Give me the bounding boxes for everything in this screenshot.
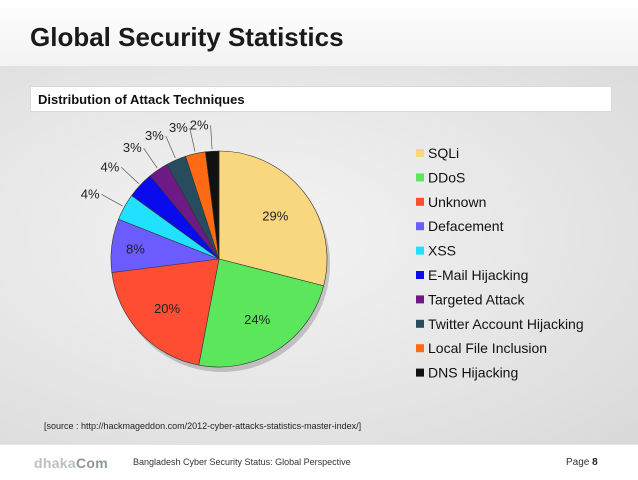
legend-swatch-unknown — [416, 197, 424, 206]
data-label-local-file-inclusion: 3% — [169, 120, 188, 135]
legend-label-defacement: Defacement — [428, 218, 504, 234]
leader-line-twitter-account-hijacking — [165, 135, 176, 159]
page-label: Page — [566, 457, 590, 468]
legend-label-unknown: Unknown — [428, 194, 486, 210]
data-label-unknown: 20% — [154, 301, 180, 316]
legend-swatch-sqli — [416, 149, 424, 157]
leader-line-targeted-attack — [143, 147, 158, 169]
subtitle-bar: Distribution of Attack Techniques — [30, 86, 612, 112]
data-label-e-mail-hijacking: 4% — [101, 159, 120, 174]
data-label-ddos: 24% — [244, 312, 270, 327]
legend-swatch-twitter-account-hijacking — [416, 319, 424, 328]
pie-slice-dns-hijacking — [205, 150, 220, 260]
page-number: 8 — [592, 457, 598, 468]
footer-text: Bangladesh Cyber Security Status: Global… — [133, 457, 351, 467]
legend-swatch-targeted-attack — [416, 295, 424, 304]
pie-chart: 29%24%20%8%4%4%3%3%3% 2%SQLiDDoSUnknownDe… — [81, 117, 584, 381]
leader-line-e-mail-hijacking — [121, 167, 140, 184]
legend-swatch-defacement — [416, 222, 424, 231]
dhakacom-logo: dhakaCom — [34, 455, 108, 471]
title-band — [0, 0, 638, 66]
legend-label-sqli: SQLi — [428, 145, 459, 161]
legend-swatch-xss — [416, 246, 424, 255]
logo-text-part1: dhaka — [34, 455, 76, 471]
pie-slice-unknown — [111, 258, 220, 366]
legend-swatch-local-file-inclusion — [416, 344, 424, 353]
footer: dhakaCom Bangladesh Cyber Security Statu… — [0, 444, 638, 480]
leader-line-xss — [101, 194, 123, 207]
legend-swatch-e-mail-hijacking — [416, 271, 424, 279]
legend-swatch-dns-hijacking — [416, 368, 424, 377]
legend-label-ddos: DDoS — [428, 169, 465, 185]
source-citation: [source : http://hackmageddon.com/2012-c… — [44, 421, 362, 431]
legend-label-targeted-attack: Targeted Attack — [428, 291, 526, 307]
legend-label-local-file-inclusion: Local File Inclusion — [428, 340, 547, 356]
leader-line-local-file-inclusion — [189, 128, 196, 152]
logo-text-part2: Com — [75, 455, 108, 471]
legend-label-e-mail-hijacking: E-Mail Hijacking — [428, 267, 528, 283]
leader-line-dns-hijacking — [210, 125, 213, 150]
data-label-xss: 4% — [81, 186, 100, 201]
page-indicator: Page 8 — [566, 457, 598, 468]
data-label-targeted-attack: 3% — [123, 140, 142, 155]
legend-label-twitter-account-hijacking: Twitter Account Hijacking — [428, 316, 584, 332]
legend-swatch-ddos — [416, 173, 424, 182]
data-label-dns-hijacking: 2% — [190, 117, 209, 132]
legend-label-dns-hijacking: DNS Hijacking — [428, 365, 518, 381]
data-label-sqli: 29% — [262, 208, 288, 223]
pie-slice-ddos — [198, 258, 324, 368]
data-label-defacement: 8% — [126, 241, 145, 256]
legend-label-xss: XSS — [428, 243, 456, 259]
pie-slice-sqli — [218, 150, 328, 287]
slide-title: Global Security Statistics — [30, 22, 344, 52]
data-label-twitter-account-hijacking: 3% — [145, 128, 164, 143]
chart-subtitle: Distribution of Attack Techniques — [38, 92, 245, 107]
